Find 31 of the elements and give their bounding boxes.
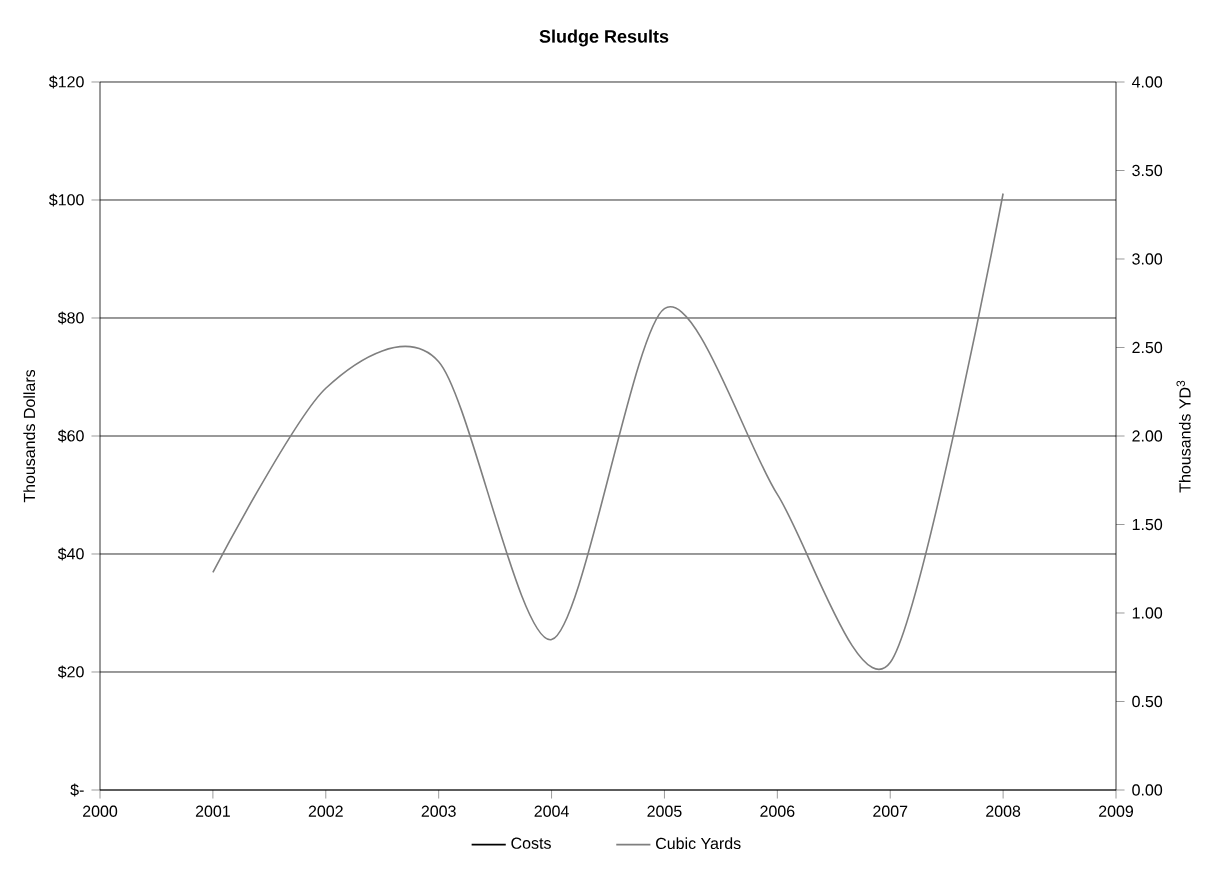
y2-tick-label: 3.00 <box>1132 253 1163 265</box>
y2-axis-title: Thousands YD$^{3}$ <box>1176 380 1191 493</box>
x-tick-label: 2005 <box>647 805 682 817</box>
y2-tick-label: 0.50 <box>1132 695 1163 708</box>
y-tick-label: $40 <box>57 547 84 561</box>
y-tick-label: $60 <box>57 429 84 443</box>
y-tick-label: $100 <box>48 193 84 207</box>
y-axis-title: Thousands Dollars <box>23 369 36 503</box>
x-tick-label: 2004 <box>534 805 569 817</box>
y2-tick-label: 4.00 <box>1131 76 1163 88</box>
x-tick-label: 2002 <box>308 805 343 817</box>
x-tick-label: 2009 <box>1099 805 1134 817</box>
x-tick-label: 2006 <box>760 805 795 817</box>
y2-tick-label: 3.50 <box>1132 164 1163 177</box>
y-tick-label: $- <box>70 783 84 797</box>
legend-label: Cubic Yards <box>656 837 741 850</box>
y-tick-label: $80 <box>57 311 84 325</box>
x-tick-label: 2000 <box>83 805 118 817</box>
legend-label: Costs <box>511 837 551 849</box>
y2-tick-label: 1.00 <box>1132 607 1163 619</box>
x-tick-label: 2001 <box>195 805 230 817</box>
y2-tick-label: 0.00 <box>1132 784 1163 796</box>
y2-tick-label: 2.00 <box>1132 430 1163 442</box>
y-tick-label: $20 <box>57 665 84 679</box>
y-tick-label: $120 <box>48 75 84 89</box>
x-tick-label: 2003 <box>421 805 456 817</box>
y2-tick-label: 2.50 <box>1132 341 1163 354</box>
y2-tick-label: 1.50 <box>1132 518 1163 531</box>
x-tick-label: 2008 <box>986 805 1021 817</box>
chart-title: Sludge Results <box>539 29 669 47</box>
x-tick-label: 2007 <box>873 805 908 817</box>
